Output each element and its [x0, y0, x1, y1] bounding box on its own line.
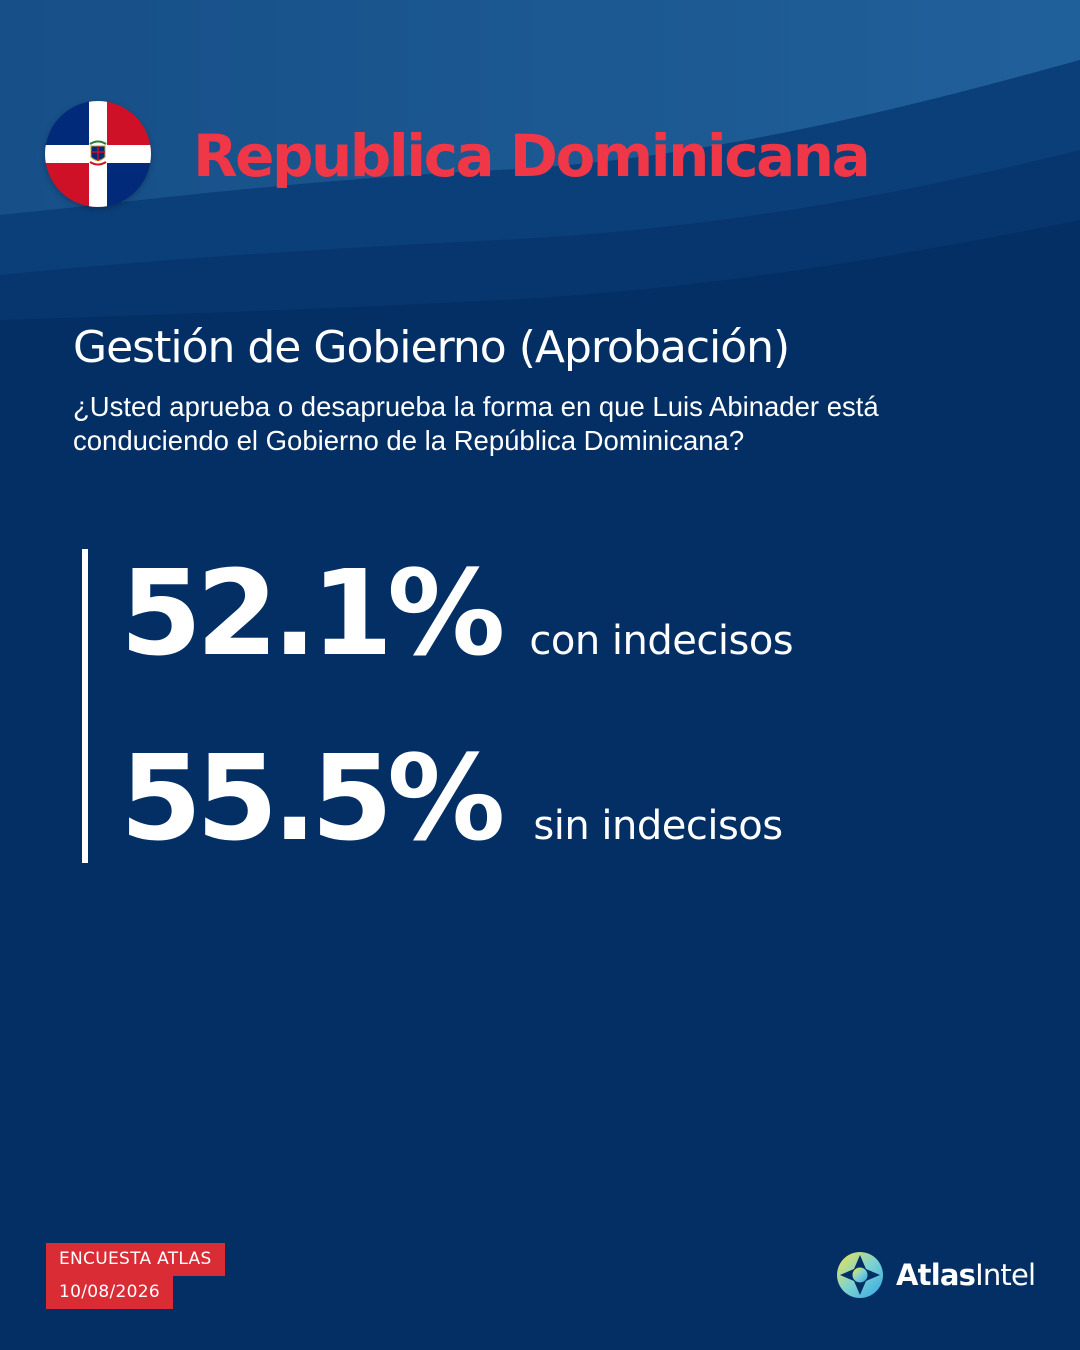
- logo-word-atlas: Atlas: [896, 1258, 976, 1292]
- section-title: Gestión de Gobierno (Aprobación): [73, 322, 790, 373]
- stat-approval-without-undecided: 55.5% sin indecisos: [120, 730, 783, 866]
- stat-value: 55.5%: [120, 729, 505, 867]
- survey-badge: ENCUESTA ATLAS: [46, 1243, 225, 1276]
- stat-value: 52.1%: [120, 544, 505, 682]
- background-waves: [0, 0, 1080, 320]
- logo-word-intel: Intel: [975, 1258, 1036, 1292]
- survey-question: ¿Usted aprueba o desaprueba la forma en …: [73, 391, 879, 456]
- stats-divider-bar: [82, 549, 88, 863]
- dominican-republic-flag-icon: [45, 101, 151, 207]
- stat-label: sin indecisos: [533, 803, 783, 849]
- country-title: Republica Dominicana: [193, 122, 871, 190]
- atlasintel-compass-icon: [835, 1250, 885, 1300]
- stat-label: con indecisos: [529, 618, 794, 664]
- atlasintel-wordmark: AtlasIntel: [896, 1258, 1036, 1292]
- atlasintel-logo: AtlasIntel: [835, 1250, 1036, 1300]
- stat-approval-with-undecided: 52.1% con indecisos: [120, 544, 794, 682]
- survey-date-badge: 10/08/2026: [46, 1276, 173, 1309]
- coat-of-arms-icon: [89, 140, 107, 166]
